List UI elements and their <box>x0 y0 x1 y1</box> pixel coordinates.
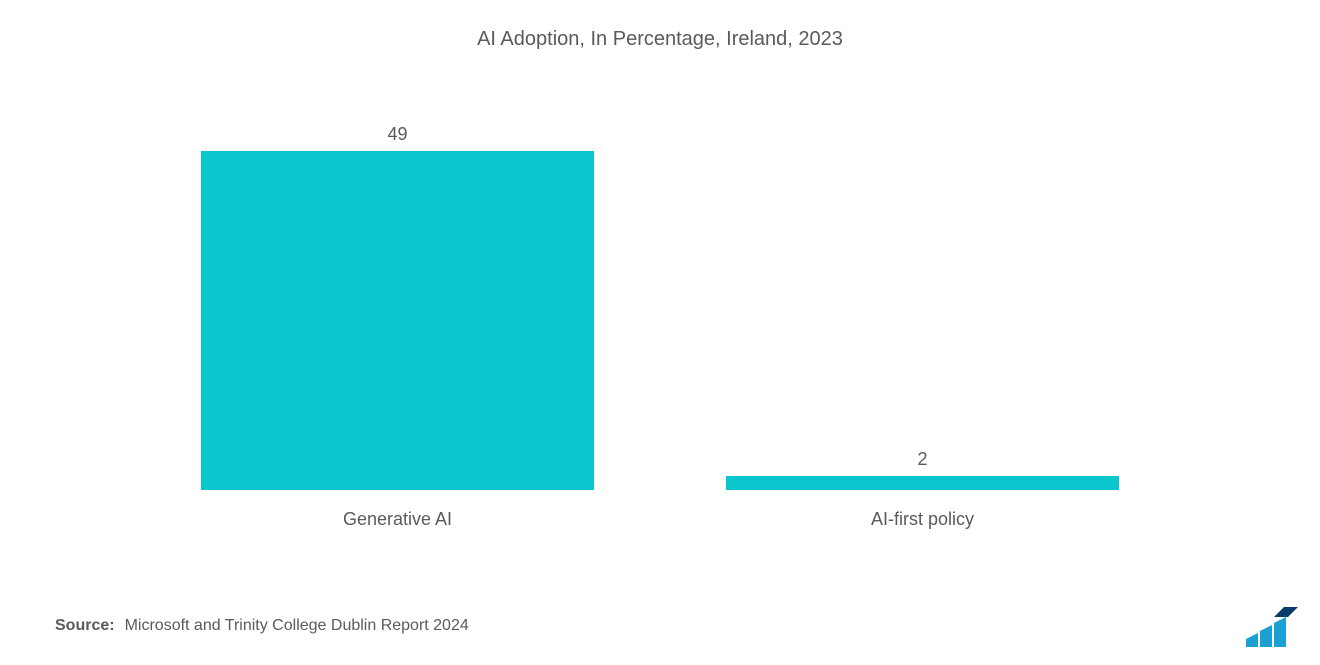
x-axis-label: Generative AI <box>135 509 660 530</box>
source-citation: Source: Microsoft and Trinity College Du… <box>55 617 1210 635</box>
x-axis-labels: Generative AI AI-first policy <box>135 509 1185 530</box>
bar-rect <box>726 476 1120 490</box>
bar-rect <box>201 151 595 490</box>
bars-row: 49 2 <box>135 110 1185 490</box>
source-text: Microsoft and Trinity College Dublin Rep… <box>125 617 469 635</box>
bar-slot: 2 <box>660 110 1185 490</box>
plot-area: 49 2 <box>135 110 1185 490</box>
bar-value-label: 2 <box>917 449 927 470</box>
bar-value-label: 49 <box>387 124 407 145</box>
chart-container: AI Adoption, In Percentage, Ireland, 202… <box>0 0 1320 665</box>
bar-slot: 49 <box>135 110 660 490</box>
chart-title: AI Adoption, In Percentage, Ireland, 202… <box>0 0 1320 51</box>
x-axis-label: AI-first policy <box>660 509 1185 530</box>
brand-logo-icon <box>1244 607 1298 647</box>
source-label: Source: <box>55 617 115 635</box>
